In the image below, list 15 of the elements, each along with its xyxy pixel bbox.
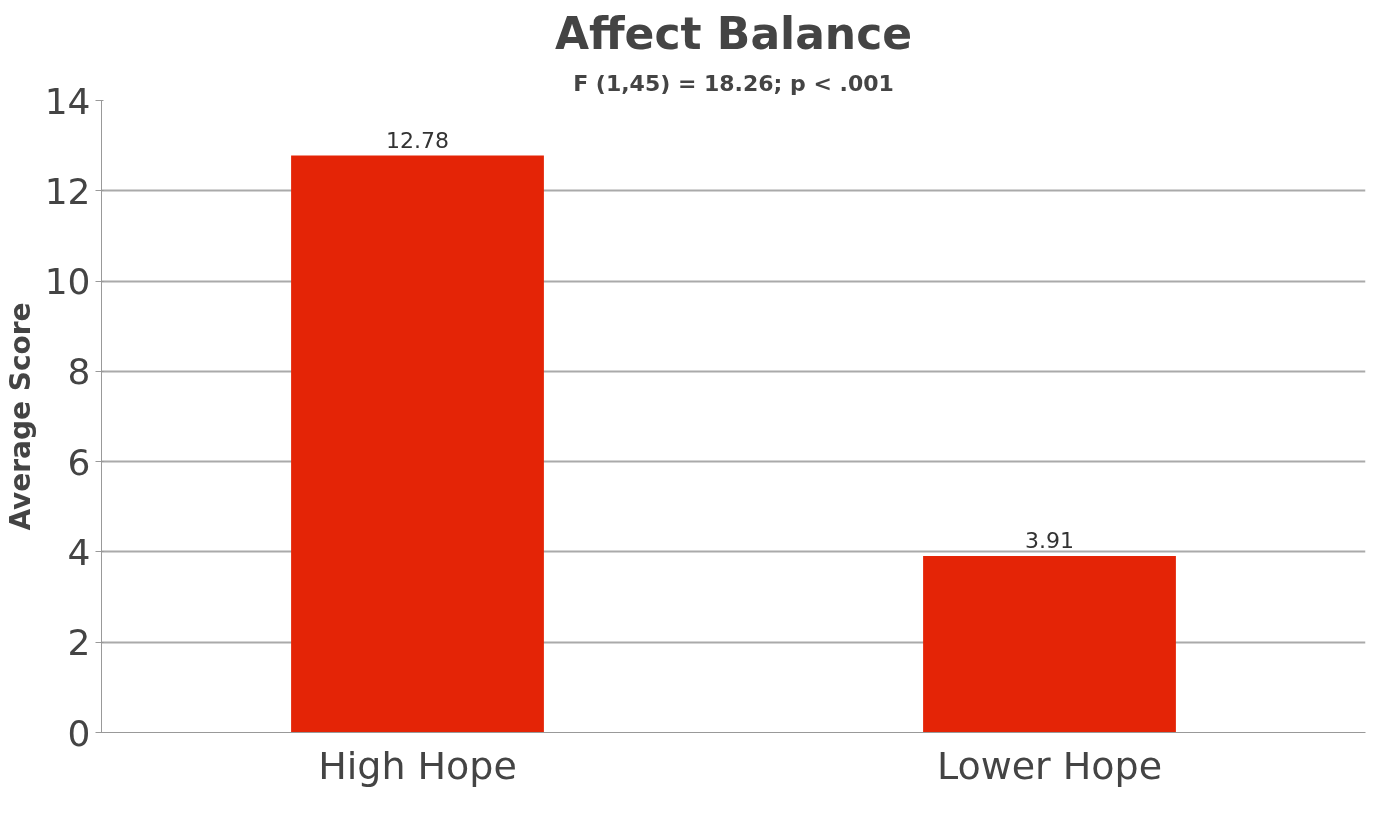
y-tick-label: 4 [67, 531, 91, 573]
data-label: 12.78 [386, 127, 449, 153]
data-label: 3.91 [1025, 527, 1074, 553]
y-tick-label: 10 [44, 261, 91, 303]
chart-title: Affect Balance [554, 7, 913, 59]
chart-subtitle: F (1,45) = 18.26; p < .001 [573, 70, 894, 96]
x-tick-label: Lower Hope [936, 743, 1163, 788]
y-tick-label: 12 [44, 170, 91, 212]
y-tick-label: 14 [44, 80, 91, 122]
y-axis-title: Average Score [3, 302, 37, 531]
x-tick-label: High Hope [318, 743, 517, 788]
y-tick-label: 2 [67, 622, 91, 664]
y-tick-label: 8 [67, 351, 91, 393]
y-tick-label: 6 [67, 441, 91, 483]
y-tick-label: 0 [67, 712, 91, 754]
